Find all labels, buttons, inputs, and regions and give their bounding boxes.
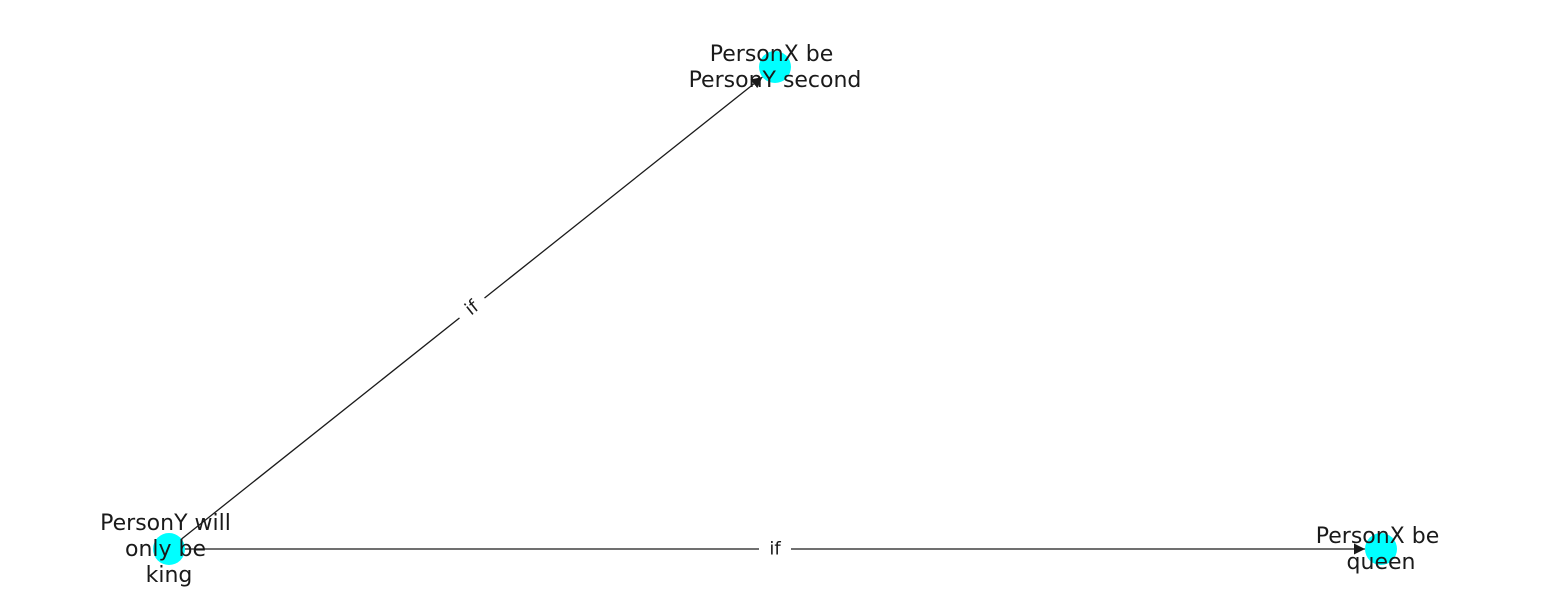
- node-label-line: king: [146, 563, 193, 588]
- node-label-line: queen: [1347, 550, 1416, 575]
- node-circle-king[interactable]: [153, 533, 185, 565]
- node-label-king: PersonY will only be king: [100, 511, 238, 588]
- node-label-line: PersonX be: [710, 42, 834, 67]
- node-label-line: PersonY will: [100, 511, 231, 536]
- node-labels: PersonY will only be king PersonX be Per…: [100, 42, 1447, 588]
- node-label-second: PersonX be PersonY second: [689, 42, 862, 93]
- node-label-line: PersonX be: [1316, 524, 1440, 549]
- edge-label-if-to-second: if: [451, 287, 493, 329]
- edge-label-if-to-queen: if: [759, 536, 791, 562]
- edge-label-text: if: [769, 539, 781, 560]
- edges: [168, 76, 1365, 555]
- node-label-line: PersonY second: [689, 68, 862, 93]
- node-label-line: only be: [125, 537, 206, 562]
- nodes: [153, 51, 1397, 565]
- edge-labels: if if: [451, 287, 791, 562]
- node-circle-queen[interactable]: [1365, 533, 1397, 565]
- node-label-queen: PersonX be queen: [1316, 524, 1447, 575]
- node-circle-second[interactable]: [759, 51, 791, 83]
